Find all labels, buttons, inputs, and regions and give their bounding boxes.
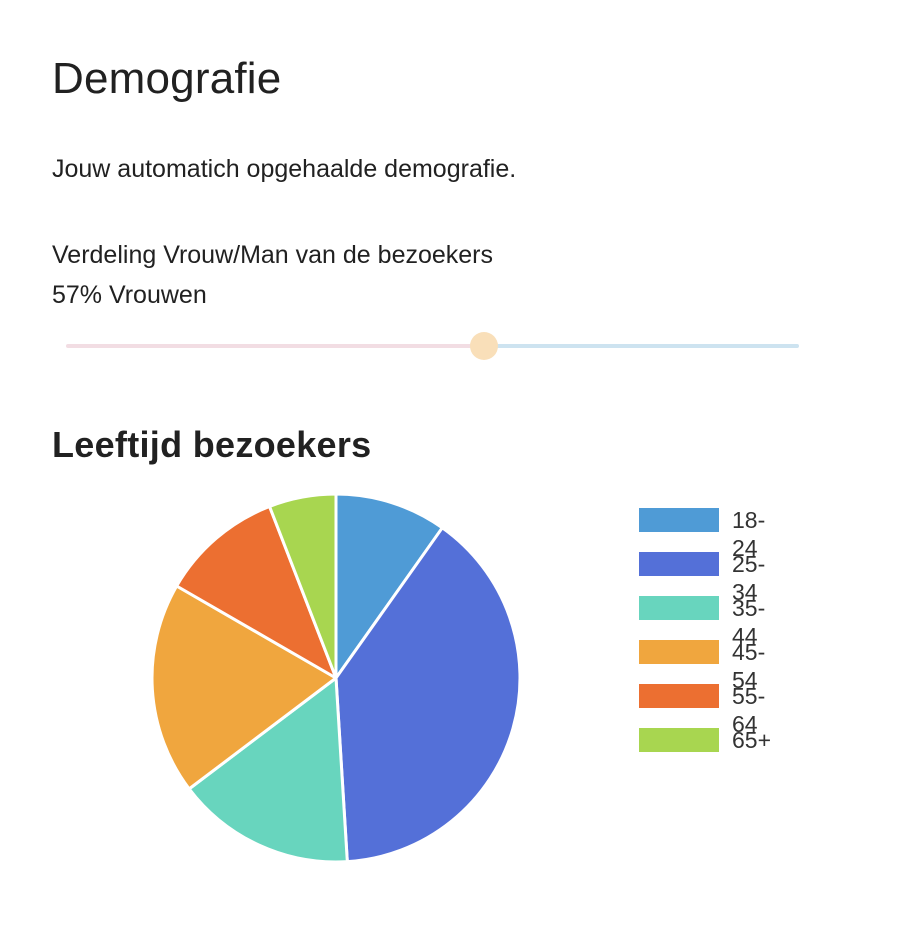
legend-label: 25-34 (732, 551, 766, 605)
male-share-track (484, 344, 799, 348)
pie-slice-45-54 (150, 584, 338, 791)
gender-ratio-value: 57% Vrouwen (52, 281, 207, 309)
age-pie-chart (150, 492, 522, 864)
legend-label: 18-24 (732, 507, 766, 561)
gender-ratio-slider[interactable] (66, 332, 799, 360)
pie-slice-25-34 (334, 526, 522, 864)
legend-swatch (639, 728, 719, 752)
pie-slice-35-44 (187, 676, 349, 864)
pie-slice-55-64 (175, 504, 338, 680)
pie-slice-18-24 (334, 492, 444, 680)
female-share-track (66, 344, 484, 348)
legend-swatch (639, 552, 719, 576)
page-title: Demografie (52, 54, 282, 103)
legend-label: 65+ (732, 727, 772, 753)
legend-swatch (639, 508, 719, 532)
intro-text: Jouw automatich opgehaalde demografie. (52, 155, 517, 183)
gender-ratio-label: Verdeling Vrouw/Man van de bezoekers (52, 241, 494, 269)
age-chart-title: Leeftijd bezoekers (52, 424, 372, 465)
legend-swatch (639, 596, 719, 620)
pie-slice-65+ (268, 492, 338, 680)
legend-label: 35-44 (732, 595, 766, 649)
slider-thumb[interactable] (470, 332, 498, 360)
legend-label: 55-64 (732, 683, 766, 737)
legend-label: 45-54 (732, 639, 766, 693)
legend-swatch (639, 640, 719, 664)
legend-swatch (639, 684, 719, 708)
